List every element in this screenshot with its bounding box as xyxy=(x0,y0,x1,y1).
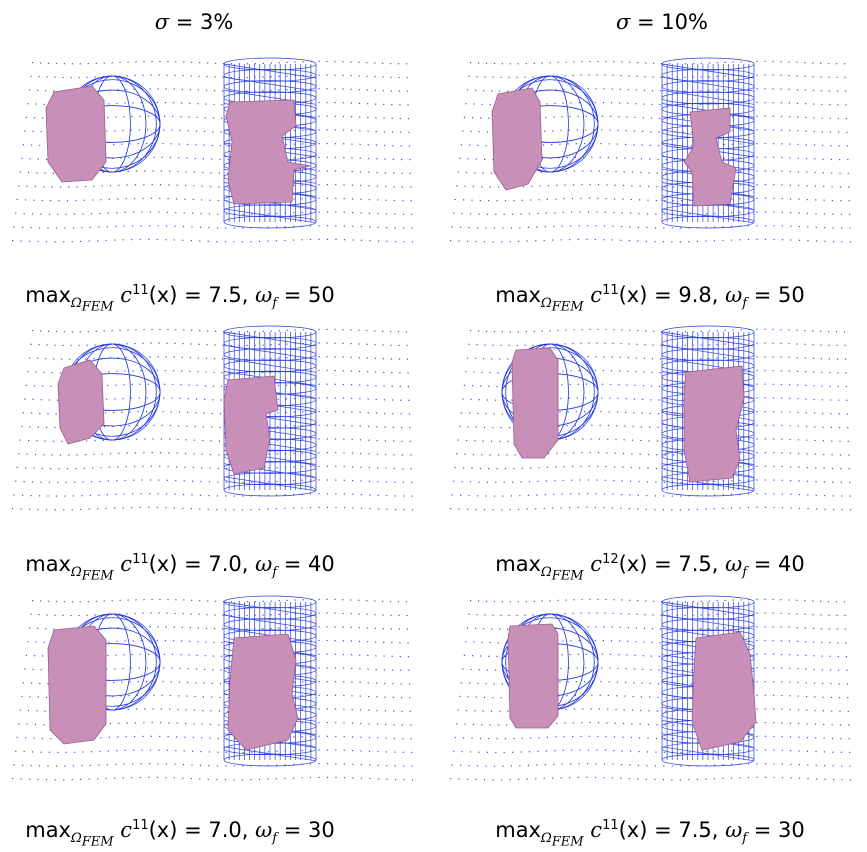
figure-panel xyxy=(2,52,422,252)
reconstruction-left xyxy=(507,623,559,729)
reconstruction-right xyxy=(227,633,299,751)
figure-panel xyxy=(440,52,860,252)
reconstruction-left xyxy=(57,359,105,445)
mesh-figure xyxy=(450,595,852,781)
reconstruction-shapes xyxy=(511,347,745,483)
reconstruction-shapes xyxy=(57,359,279,475)
reconstruction-shapes xyxy=(491,87,737,207)
figure-panel xyxy=(440,320,860,520)
mesh-figure xyxy=(12,325,414,511)
mesh-grid-dots xyxy=(450,60,852,243)
reconstruction-left xyxy=(511,347,559,459)
panel-caption: maxΩFEM c12(x) = 7.5, ωf = 40 xyxy=(495,552,805,584)
mesh-figure xyxy=(450,325,852,511)
figure-panel xyxy=(2,590,422,790)
reconstruction-shapes xyxy=(507,623,757,751)
reconstruction-right xyxy=(691,631,757,751)
reconstruction-right xyxy=(225,99,311,205)
figure-panel xyxy=(2,320,422,520)
reconstruction-left xyxy=(491,87,543,191)
reconstruction-shapes xyxy=(47,625,299,751)
panel-caption: maxΩFEM c11(x) = 7.0, ωf = 40 xyxy=(25,552,335,584)
panel-caption: maxΩFEM c11(x) = 7.0, ωf = 30 xyxy=(25,818,335,850)
column-header-sigma-3: σ = 3% xyxy=(154,10,234,34)
panel-caption: maxΩFEM c11(x) = 7.5, ωf = 30 xyxy=(495,818,805,850)
reconstruction-left xyxy=(47,625,107,745)
mesh-grid-dots xyxy=(450,328,852,511)
mesh-grid-dots xyxy=(12,328,414,511)
figure-panel xyxy=(440,590,860,790)
sphere-wireframe xyxy=(63,75,161,173)
mesh-figure xyxy=(12,57,414,243)
reconstruction-right xyxy=(683,107,737,207)
mesh-figure xyxy=(450,57,852,243)
reconstruction-right xyxy=(683,365,745,483)
mesh-figure xyxy=(12,595,414,781)
panel-caption: maxΩFEM c11(x) = 7.5, ωf = 50 xyxy=(25,283,335,315)
reconstruction-right xyxy=(223,375,279,475)
column-header-sigma-10: σ = 10% xyxy=(616,10,708,34)
panel-caption: maxΩFEM c11(x) = 9.8, ωf = 50 xyxy=(495,283,805,315)
reconstruction-shapes xyxy=(45,85,311,205)
reconstruction-left xyxy=(45,85,107,183)
